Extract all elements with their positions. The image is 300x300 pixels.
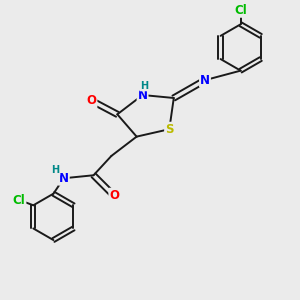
Text: Cl: Cl <box>234 4 247 17</box>
Text: O: O <box>86 94 96 107</box>
Text: S: S <box>165 123 174 136</box>
Text: O: O <box>109 189 119 202</box>
Text: H: H <box>51 165 59 175</box>
Text: N: N <box>200 74 210 87</box>
Text: N: N <box>138 88 148 101</box>
Text: H: H <box>140 80 148 91</box>
Text: Cl: Cl <box>13 194 26 207</box>
Text: N: N <box>59 172 69 185</box>
